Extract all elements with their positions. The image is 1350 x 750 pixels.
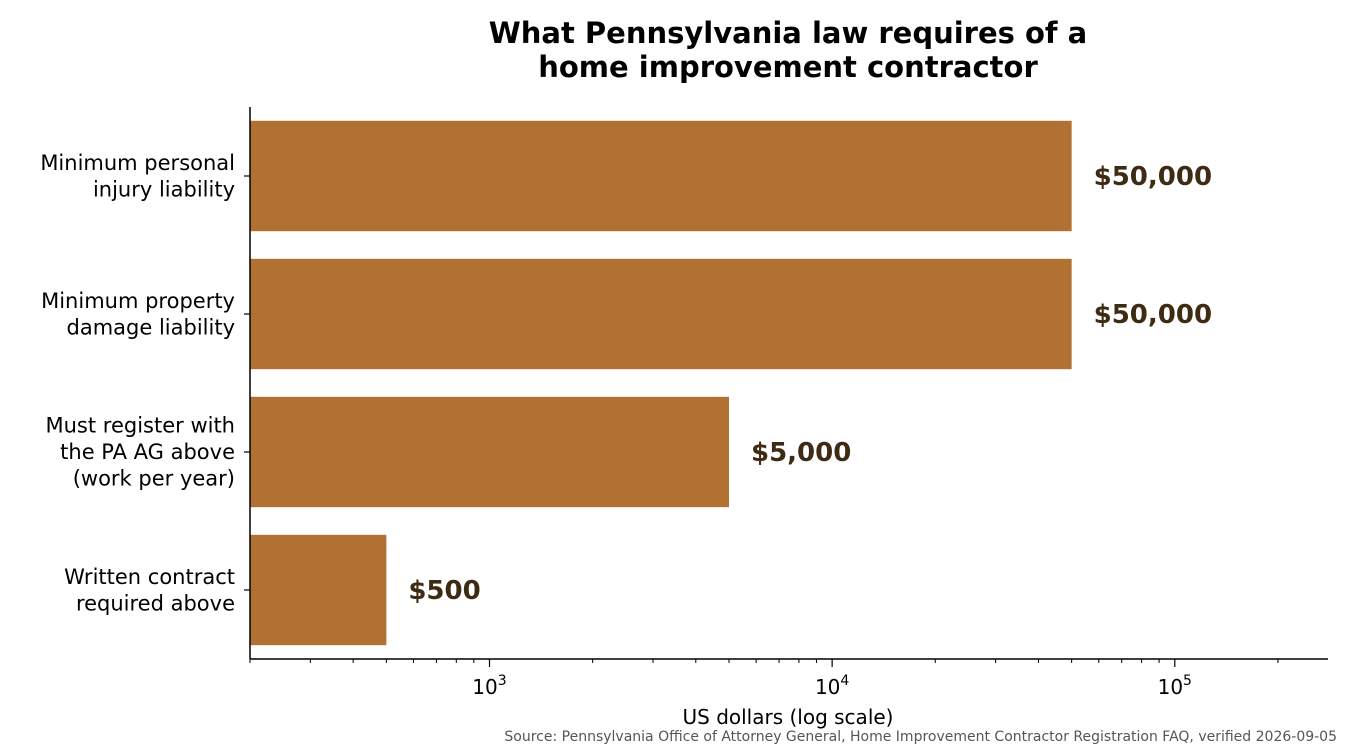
bars-layer bbox=[250, 120, 1072, 646]
category-label: Written contract required above bbox=[64, 565, 235, 616]
data-label: $500 bbox=[408, 576, 480, 606]
category-label-line: required above bbox=[76, 591, 235, 615]
x-tick-base: 10 bbox=[472, 675, 497, 699]
bar bbox=[250, 534, 387, 646]
x-tick-base: 10 bbox=[815, 675, 840, 699]
category-label-line: the PA AG above bbox=[60, 440, 235, 464]
category-label: Minimum personal injury liability bbox=[40, 151, 235, 202]
category-label-line: Minimum personal bbox=[40, 151, 235, 175]
x-tick-exponent: 5 bbox=[1183, 673, 1192, 689]
category-label-line: damage liability bbox=[67, 315, 235, 339]
data-label: $50,000 bbox=[1094, 162, 1212, 192]
x-tick-label: 104 bbox=[815, 673, 849, 699]
category-label: Minimum property damage liability bbox=[41, 289, 235, 340]
x-axis-label: US dollars (log scale) bbox=[683, 705, 894, 729]
x-tick-exponent: 3 bbox=[498, 673, 507, 689]
bar bbox=[250, 258, 1072, 370]
category-label-line: (work per year) bbox=[73, 467, 235, 491]
x-tick-label: 105 bbox=[1158, 673, 1192, 699]
data-label: $5,000 bbox=[751, 438, 851, 468]
bar bbox=[250, 396, 729, 508]
category-label-line: Minimum property bbox=[41, 289, 235, 313]
category-label-line: injury liability bbox=[93, 177, 235, 201]
x-tick-base: 10 bbox=[1158, 675, 1183, 699]
x-tick-label: 103 bbox=[472, 673, 506, 699]
source-note: Source: Pennsylvania Office of Attorney … bbox=[504, 729, 1337, 745]
data-labels-layer: $50,000 $50,000 $5,000 $500 bbox=[408, 162, 1212, 606]
axes-layer: 103 104 105 bbox=[244, 107, 1328, 699]
category-label: Must register with the PA AG above (work p… bbox=[46, 414, 236, 491]
bar bbox=[250, 120, 1072, 232]
x-tick-exponent: 4 bbox=[840, 673, 849, 689]
category-label-line: Must register with bbox=[46, 414, 236, 438]
category-labels-layer: Minimum personal injury liabilityMinimum … bbox=[40, 151, 235, 616]
chart-title: What Pennsylvania law requires of a home… bbox=[488, 16, 1088, 84]
data-label: $50,000 bbox=[1094, 300, 1212, 330]
category-label-line: Written contract bbox=[64, 565, 235, 589]
